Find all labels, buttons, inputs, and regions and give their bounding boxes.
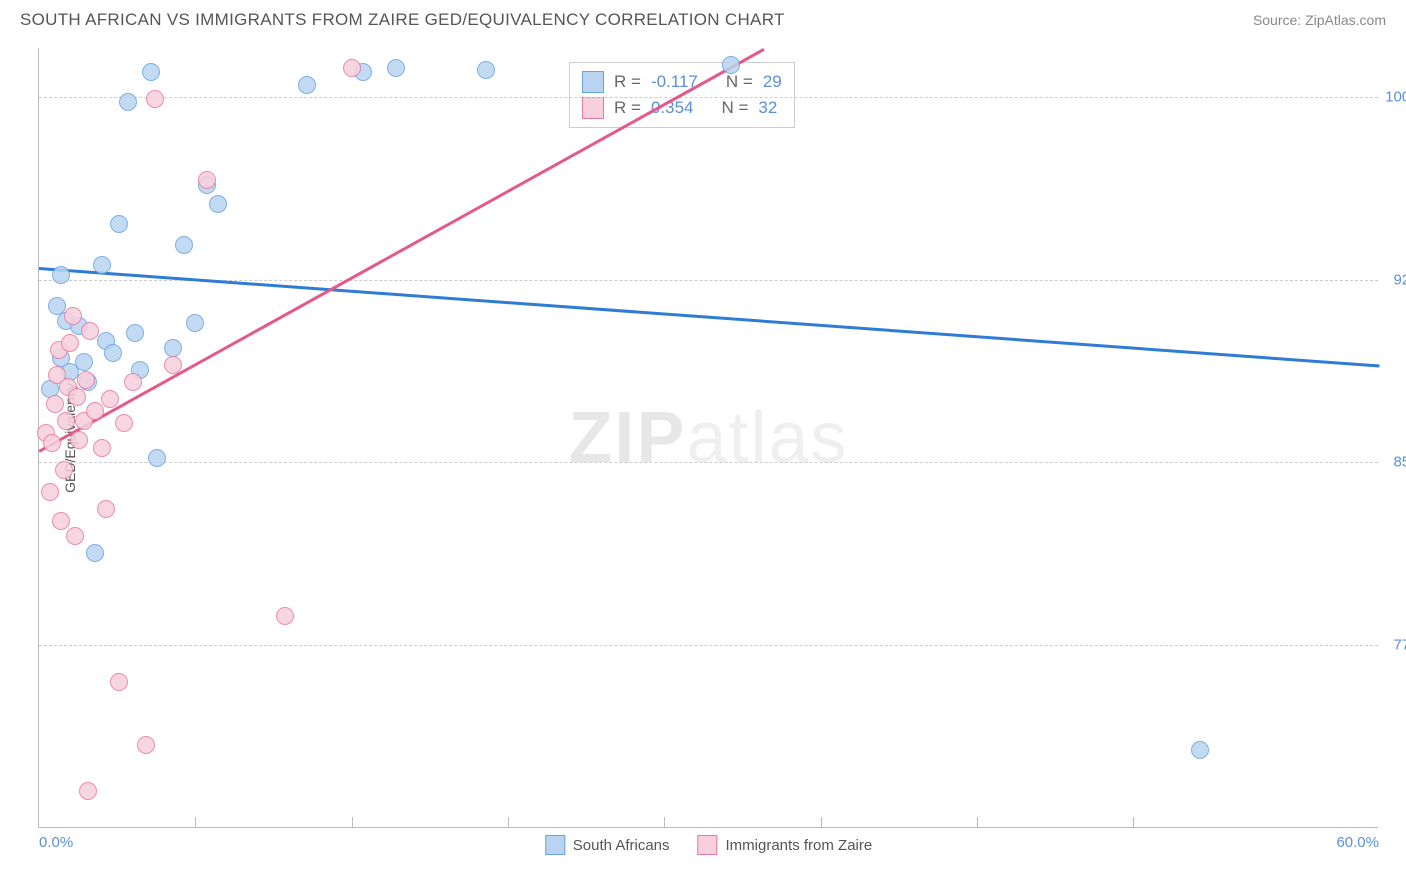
data-point (101, 390, 119, 408)
n-label: N = (726, 72, 753, 92)
data-point (124, 373, 142, 391)
series-swatch (582, 71, 604, 93)
data-point (86, 402, 104, 420)
y-tick-label: 77.5% (1393, 637, 1406, 654)
data-point (722, 56, 740, 74)
data-point (64, 307, 82, 325)
data-point (276, 607, 294, 625)
data-point (209, 195, 227, 213)
data-point (119, 93, 137, 111)
data-point (97, 500, 115, 518)
data-point (55, 461, 73, 479)
gridline-horizontal (39, 97, 1378, 98)
r-label: R = (614, 72, 641, 92)
data-point (164, 339, 182, 357)
x-tick (352, 817, 353, 827)
data-point (477, 61, 495, 79)
scatter-chart: GED/Equivalency ZIPatlas R =-0.117N =29R… (38, 48, 1378, 828)
data-point (198, 171, 216, 189)
gridline-horizontal (39, 462, 1378, 463)
chart-legend: South Africans Immigrants from Zaire (545, 835, 872, 855)
data-point (52, 512, 70, 530)
x-tick (1133, 817, 1134, 827)
data-point (343, 59, 361, 77)
data-point (70, 431, 88, 449)
data-point (175, 236, 193, 254)
data-point (43, 434, 61, 452)
data-point (46, 395, 64, 413)
data-point (110, 215, 128, 233)
legend-label: Immigrants from Zaire (726, 837, 873, 854)
x-tick (977, 817, 978, 827)
legend-item: South Africans (545, 835, 670, 855)
x-tick-label: 0.0% (39, 834, 73, 851)
legend-item: Immigrants from Zaire (698, 835, 873, 855)
n-value: 29 (763, 72, 782, 92)
data-point (142, 63, 160, 81)
watermark: ZIPatlas (568, 397, 848, 479)
data-point (41, 483, 59, 501)
series-swatch (582, 97, 604, 119)
data-point (86, 544, 104, 562)
data-point (57, 412, 75, 430)
trend-line (38, 48, 764, 452)
stats-row: R =0.354N =32 (582, 95, 782, 121)
data-point (75, 353, 93, 371)
x-tick (664, 817, 665, 827)
trend-line (39, 267, 1379, 367)
gridline-horizontal (39, 645, 1378, 646)
data-point (387, 59, 405, 77)
legend-swatch (545, 835, 565, 855)
x-tick (195, 817, 196, 827)
legend-label: South Africans (573, 837, 670, 854)
chart-source: Source: ZipAtlas.com (1253, 12, 1386, 28)
y-tick-label: 100.0% (1385, 88, 1406, 105)
x-tick (821, 817, 822, 827)
stats-row: R =-0.117N =29 (582, 69, 782, 95)
data-point (61, 334, 79, 352)
legend-swatch (698, 835, 718, 855)
x-tick-label: 60.0% (1336, 834, 1379, 851)
chart-title: SOUTH AFRICAN VS IMMIGRANTS FROM ZAIRE G… (20, 10, 785, 30)
n-label: N = (721, 98, 748, 118)
data-point (298, 76, 316, 94)
data-point (104, 344, 122, 362)
x-tick (508, 817, 509, 827)
data-point (77, 371, 95, 389)
y-tick-label: 85.0% (1393, 454, 1406, 471)
data-point (110, 673, 128, 691)
data-point (81, 322, 99, 340)
data-point (79, 782, 97, 800)
r-label: R = (614, 98, 641, 118)
data-point (126, 324, 144, 342)
n-value: 32 (758, 98, 777, 118)
y-tick-label: 92.5% (1393, 271, 1406, 288)
data-point (146, 90, 164, 108)
data-point (66, 527, 84, 545)
data-point (186, 314, 204, 332)
data-point (52, 266, 70, 284)
data-point (137, 736, 155, 754)
data-point (93, 439, 111, 457)
data-point (93, 256, 111, 274)
chart-header: SOUTH AFRICAN VS IMMIGRANTS FROM ZAIRE G… (0, 0, 1406, 36)
data-point (1191, 741, 1209, 759)
gridline-horizontal (39, 280, 1378, 281)
data-point (115, 414, 133, 432)
data-point (68, 388, 86, 406)
data-point (148, 449, 166, 467)
data-point (164, 356, 182, 374)
